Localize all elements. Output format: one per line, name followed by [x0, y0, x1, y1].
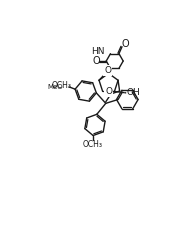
Text: OH: OH [126, 88, 140, 98]
Text: O: O [92, 56, 100, 66]
Text: O: O [104, 66, 111, 75]
Text: OCH₃: OCH₃ [83, 140, 103, 149]
Text: O: O [105, 87, 112, 96]
Text: O: O [121, 39, 129, 49]
Text: HN: HN [92, 47, 105, 56]
Text: MeO: MeO [47, 84, 63, 90]
Text: OCH₃: OCH₃ [51, 81, 71, 90]
